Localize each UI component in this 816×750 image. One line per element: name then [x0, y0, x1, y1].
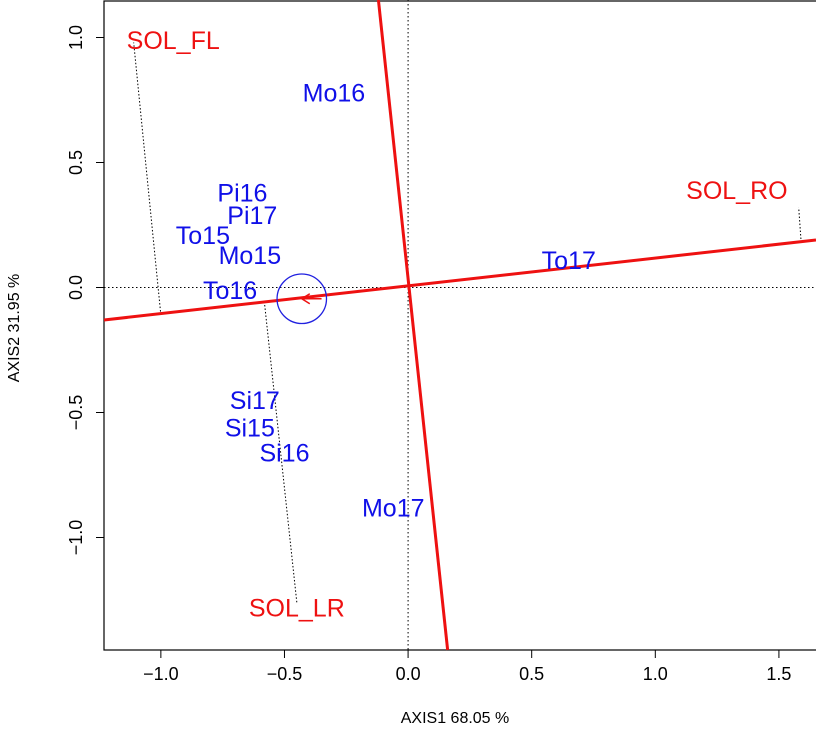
soil-connector [798, 207, 802, 243]
soil-labels: SOL_FL SOL_RO SOL_LR [127, 27, 788, 623]
eigen-circle [276, 273, 328, 325]
point-label: Pi16 [217, 180, 267, 208]
axes: −1.0 −0.5 0.0 0.5 1.0 1.5 −1.0 −0.5 0.0 0.5 1.0 [66, 25, 791, 684]
point-label: Pi17 [227, 202, 277, 230]
point-label: To15 [176, 222, 230, 250]
soil-label: SOL_RO [686, 177, 787, 205]
x-axis-title: AXIS1 68.05 % [401, 710, 510, 727]
point-label: To16 [203, 277, 257, 305]
y-tick-label: −1.0 [66, 520, 86, 556]
y-tick-label: 0.5 [66, 150, 86, 175]
y-axis-title: AXIS2 31.95 % [6, 274, 23, 383]
point-label: Mo15 [219, 242, 282, 270]
arrow-head [300, 293, 311, 305]
point-label: Si16 [259, 440, 309, 468]
y-tick-label: −0.5 [66, 395, 86, 431]
point-label: Mo16 [303, 80, 366, 108]
x-tick-label: −0.5 [267, 664, 303, 684]
y-tick-label: 0.0 [66, 275, 86, 300]
point-label: Si17 [230, 387, 280, 415]
soil-connector [264, 304, 298, 603]
soil-connectors [133, 42, 802, 603]
x-tick-label: 1.0 [643, 664, 668, 684]
x-tick-label: −1.0 [143, 664, 179, 684]
point-label: To17 [542, 247, 596, 275]
x-tick-label: 0.5 [519, 664, 544, 684]
point-label: Mo17 [362, 495, 425, 523]
red-axis-line [376, 0, 450, 651]
y-tick-label: 1.0 [66, 25, 86, 50]
soil-label: SOL_LR [249, 595, 345, 623]
soil-connector [133, 42, 162, 316]
plot-frame [103, 0, 816, 651]
plot-area [103, 0, 816, 651]
x-tick-label: 1.5 [766, 664, 791, 684]
correlation-circle [276, 273, 328, 325]
soil-label: SOL_FL [127, 27, 220, 55]
x-tick-label: 0.0 [396, 664, 421, 684]
red-axes [103, 0, 816, 651]
reference-lines [104, 0, 816, 650]
point-label: Si15 [225, 415, 275, 443]
red-axis-line [103, 238, 816, 322]
